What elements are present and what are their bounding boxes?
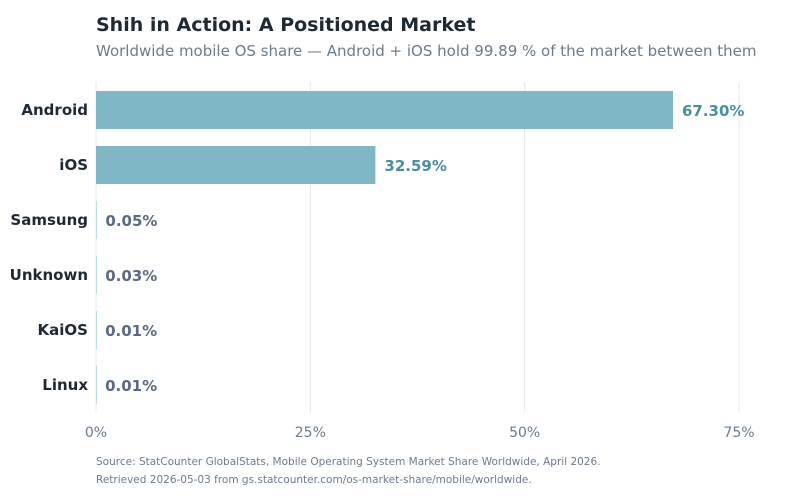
category-label: Unknown (10, 266, 88, 284)
bar (96, 256, 97, 294)
x-tick-label: 75% (723, 425, 754, 441)
x-tick-label: 0% (85, 425, 107, 441)
value-label: 0.05% (105, 212, 157, 230)
x-tick-label: 25% (295, 425, 326, 441)
category-label: Android (21, 101, 88, 119)
source-note-line-1: Source: StatCounter GlobalStats, Mobile … (96, 456, 601, 468)
value-label: 0.01% (105, 377, 157, 395)
value-label: 0.03% (105, 267, 157, 285)
x-tick-label: 50% (509, 425, 540, 441)
value-label: 67.30% (682, 102, 744, 120)
category-label: KaiOS (38, 321, 88, 339)
bar (96, 366, 97, 404)
source-note-line-2: Retrieved 2026-05-03 from gs.statcounter… (96, 474, 532, 486)
value-label: 32.59% (384, 157, 446, 175)
bar (96, 201, 97, 239)
chart-subtitle: Worldwide mobile OS share — Android + iO… (96, 42, 757, 60)
chart-title: Shih in Action: A Positioned Market (96, 14, 476, 36)
category-label: Samsung (10, 211, 88, 229)
value-label: 0.01% (105, 322, 157, 340)
bar (96, 91, 673, 129)
bar (96, 146, 376, 184)
category-label: Linux (42, 376, 88, 394)
category-label: iOS (59, 156, 88, 174)
bar (96, 311, 97, 349)
